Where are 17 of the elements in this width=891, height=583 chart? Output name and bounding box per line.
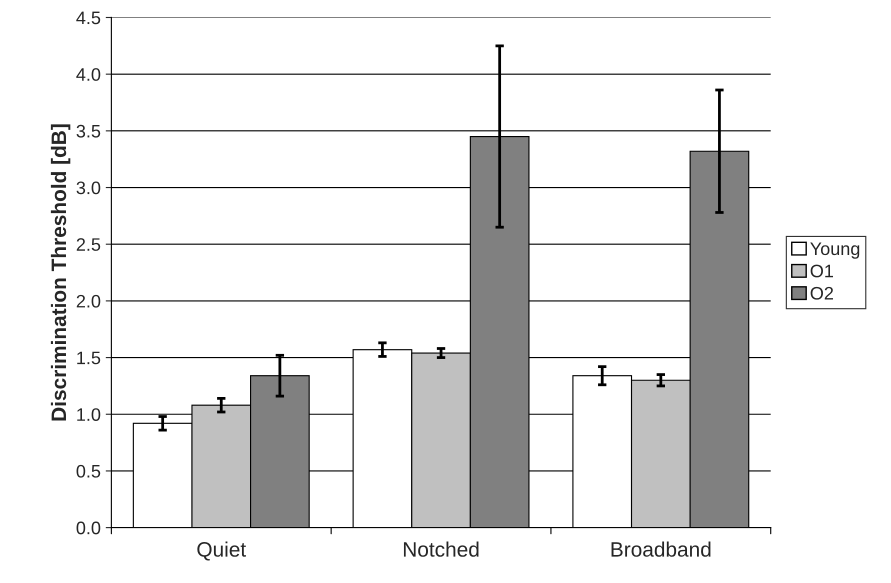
x-tick-label: Notched xyxy=(404,542,479,557)
y-tick-label: 1.0 xyxy=(77,408,100,421)
y-tick-label: 2.5 xyxy=(76,238,100,251)
y-tick-label: 4.5 xyxy=(76,12,100,24)
y-tick-label: 3.0 xyxy=(76,181,100,194)
y-tick-label: 0.5 xyxy=(76,464,100,478)
y-tick-label: 2.0 xyxy=(76,294,100,308)
y-tick-label: 1.5 xyxy=(77,352,100,364)
y-tick-label: 4.0 xyxy=(76,68,100,81)
x-tick-label: Quiet xyxy=(197,542,246,561)
legend-label: Young xyxy=(810,242,860,259)
legend-label: O2 xyxy=(810,286,833,300)
y-tick-label: 3.5 xyxy=(76,124,100,138)
x-tick-label: Broadband xyxy=(612,542,710,557)
y-tick-label: 0.0 xyxy=(76,522,100,534)
y-axis-title: Discrimination Threshold [dB] xyxy=(50,124,70,420)
legend-label: O1 xyxy=(810,264,834,278)
